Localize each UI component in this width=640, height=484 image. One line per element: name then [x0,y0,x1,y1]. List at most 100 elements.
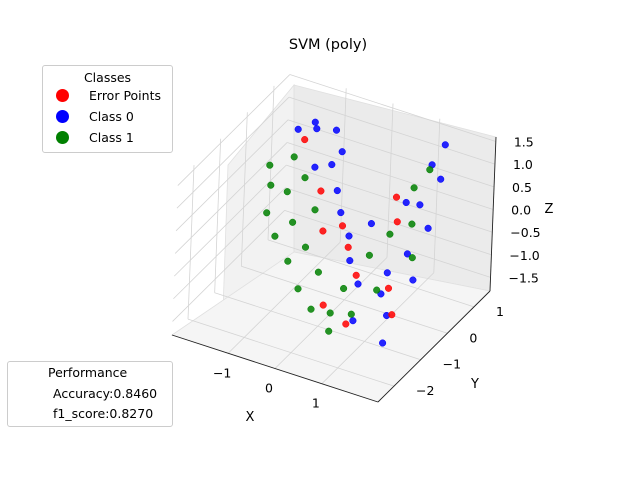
legend-marker-error [56,89,69,102]
point-class-1 [347,310,355,318]
z-tick-label: 1.0 [513,157,533,172]
point-error-points [388,311,396,319]
point-class-0 [403,250,411,258]
y-tick-label: −2 [416,383,434,398]
grid-z-left-3 [174,142,288,254]
point-class-0 [345,232,353,240]
y-tick-label: −1 [443,357,461,372]
grid-y-left-0 [187,165,195,320]
grid-z-back-4 [287,119,495,188]
legend-entry-error: Error Points [56,85,172,106]
point-class-0 [332,126,341,134]
point-error-points [392,193,401,201]
point-class-0 [441,141,449,149]
grid-y-floor-3 [267,239,475,308]
z-tick-label: −1.0 [509,248,539,263]
grid-y-left-1 [214,138,222,293]
z-tick-label: −0.5 [510,225,540,240]
point-error-points [301,136,309,144]
point-class-1 [340,284,348,293]
legend-marker-class0 [56,110,69,123]
point-class-0 [311,163,319,171]
grid-z-back-5 [288,96,496,165]
point-class-0 [379,339,387,347]
point-class-1 [426,166,434,174]
point-class-1 [266,161,274,169]
point-class-1 [289,218,297,226]
x-tick-label: −1 [213,365,231,380]
point-class-1 [410,184,418,192]
point-error-points [338,222,347,230]
point-class-0 [402,198,410,207]
z-tick-label: 0.5 [512,180,532,195]
z-axis-line [489,136,497,292]
grid-z-left-6 [177,74,291,186]
performance-legend: Performance Accuracy:0.8460 f1_score:0.8… [7,361,173,427]
performance-title: Performance [48,365,128,380]
point-class-0 [294,125,302,133]
point-class-1 [267,181,275,189]
grid-x-floor-0 [227,241,341,354]
grid-y-floor-0 [187,318,395,387]
y-axis-label: Y [470,377,479,392]
point-class-0 [338,148,346,156]
grid-y-floor-1 [214,292,421,361]
point-class-1 [294,285,302,293]
point-class-1 [290,153,298,161]
point-class-1 [314,268,322,276]
grid-x-floor-2 [321,272,435,385]
f1-score-text: f1_score:0.8270 [53,406,154,421]
point-class-0 [437,175,445,183]
point-class-1 [408,254,416,262]
grid-z-back-6 [289,74,496,142]
y-tick-label: 1 [496,304,504,319]
z-tick-label: 1.5 [514,135,534,150]
legend-entry-class1: Class 1 [56,127,172,148]
z-tick-label: −1.5 [509,270,539,285]
z-tick-label: 0.0 [511,202,531,217]
point-class-1 [263,209,271,217]
point-class-0 [333,187,341,195]
point-class-1 [326,309,334,317]
legend-marker-class1 [56,131,69,144]
scatter-points [263,118,449,347]
point-error-points [319,227,327,235]
point-class-0 [311,118,319,126]
x-tick-label: 0 [265,381,273,396]
point-class-0 [346,257,354,265]
legend-label-class0: Class 0 [89,109,134,124]
grid-z-back-3 [287,142,494,210]
y-tick-label: 0 [469,330,477,345]
point-class-1 [365,251,373,259]
point-class-1 [284,257,292,265]
point-error-points [344,243,352,251]
grid-z-back-1 [285,187,492,256]
point-class-0 [354,280,362,288]
classes-legend: Classes Error Points Class 0 Class 1 [42,65,173,153]
grid-y-left-2 [240,112,248,267]
grid-z-back-0 [284,210,491,278]
grid-z-back-2 [286,164,493,233]
point-class-0 [337,209,345,217]
tick-labels: −1 0 1 −2 −1 0 1 −1.5 −1.0 −0.5 0.0 0.5 1.0 1.5 [213,135,541,411]
grid-y-floor-2 [241,265,448,334]
point-class-1 [325,327,333,335]
point-class-1 [408,220,416,228]
point-error-points [384,284,393,292]
point-error-points [352,271,360,279]
point-class-0 [424,224,432,232]
point-error-points [317,187,325,195]
point-class-0 [313,125,321,133]
point-class-0 [409,276,417,284]
point-class-0 [328,161,336,169]
grid-x-back-2 [433,118,441,273]
accuracy-text: Accuracy:0.8460 [53,386,158,401]
y-axis-line [377,290,491,403]
point-class-1 [311,206,319,214]
point-class-1 [283,188,291,196]
point-class-0 [416,201,424,209]
point-class-1 [373,286,381,294]
x-axis-line [171,334,379,403]
